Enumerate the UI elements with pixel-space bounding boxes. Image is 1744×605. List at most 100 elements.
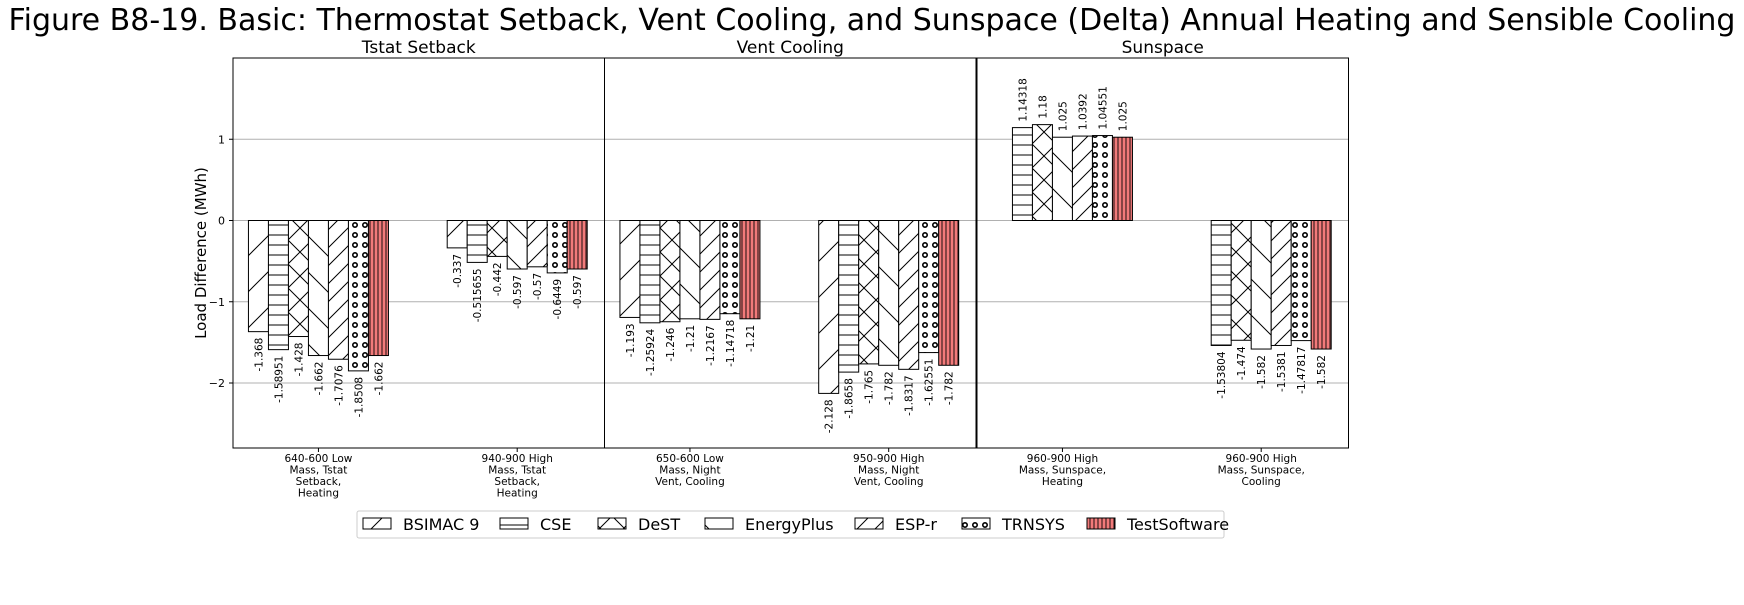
data-label: -0.57 — [532, 273, 544, 300]
data-label: -0.442 — [492, 262, 504, 296]
bar-esp-r — [699, 220, 721, 320]
data-label: 1.025 — [1057, 101, 1069, 131]
figure-title: Figure B8-19. Basic: Thermostat Setback,… — [9, 3, 1736, 38]
bar-cse — [1210, 220, 1232, 346]
data-label: -1.582 — [1316, 355, 1328, 389]
legend-entry: EnergyPlus — [745, 515, 834, 534]
legend-entry: BSIMAC 9 — [403, 515, 479, 534]
data-label: -1.662 — [313, 362, 325, 396]
bar-bsimac-9 — [619, 220, 641, 318]
data-label: -1.582 — [1256, 355, 1268, 389]
data-label: -1.246 — [665, 327, 677, 361]
panel-frame — [604, 57, 977, 449]
bar-esp-r — [1071, 135, 1093, 221]
y-axis-label: Load Difference (MWh) — [192, 167, 210, 339]
legend-entry: ESP-r — [895, 515, 937, 534]
data-label: -1.8658 — [844, 378, 856, 419]
data-label: -0.597 — [572, 275, 584, 309]
category-label: 940-900 High Mass, Tstat Setback, Heating — [482, 453, 553, 500]
data-label: -1.765 — [864, 370, 876, 404]
category-label: 960-900 High Mass, Sunspace, Cooling — [1218, 453, 1305, 488]
bar-esp-r — [327, 220, 349, 360]
bar-bsimac-9 — [446, 220, 468, 249]
data-label: -1.7076 — [333, 365, 345, 406]
legend: BSIMAC 9 CSE DeST EnergyPlus ESP-r TRNSYS Test… — [356, 510, 1229, 539]
bar-esp-r — [1270, 220, 1292, 346]
legend-swatch — [1086, 517, 1116, 530]
data-label: -1.53804 — [1216, 351, 1228, 399]
data-label: -1.47817 — [1296, 347, 1308, 394]
bar-testsoftware — [367, 220, 389, 357]
bar-esp-r — [898, 220, 920, 370]
legend-entry: TestSoftware — [1126, 515, 1229, 534]
data-label: -1.21 — [745, 325, 757, 352]
data-label: -1.62551 — [924, 359, 936, 406]
bar-energyplus — [1250, 220, 1272, 350]
bar-energyplus — [307, 220, 329, 357]
bar-bsimac-9 — [247, 220, 269, 333]
bar-testsoftware — [1111, 136, 1133, 221]
data-label: -0.515655 — [472, 268, 484, 322]
data-label: -0.337 — [452, 254, 464, 288]
y-tick-label: −2 — [209, 377, 225, 390]
bar-dest — [287, 220, 309, 338]
bar-trnsys — [347, 220, 369, 372]
panel-frame — [976, 57, 1349, 449]
legend-swatch — [961, 517, 991, 530]
data-label: -1.782 — [884, 371, 896, 405]
category-label: 650-600 Low Mass, Night Vent, Cooling — [655, 453, 725, 488]
data-label: -1.58951 — [273, 356, 285, 403]
bar-energyplus — [679, 220, 701, 320]
panel-title: Tstat Setback — [361, 38, 476, 58]
legend-swatch — [597, 517, 627, 530]
bar-trnsys — [719, 220, 741, 315]
data-label: -1.14718 — [725, 320, 737, 367]
panel-title: Sunspace — [1122, 38, 1204, 58]
panel-title: Vent Cooling — [737, 38, 844, 58]
y-tick-label: 0 — [218, 215, 225, 228]
bar-dest — [1230, 220, 1252, 341]
category-label: 640-600 Low Mass, Tstat Setback, Heating — [284, 453, 352, 500]
data-label: 1.0392 — [1077, 93, 1089, 130]
data-label: -1.2167 — [705, 325, 717, 366]
data-label: -0.6449 — [552, 279, 564, 320]
data-label: 1.14318 — [1017, 78, 1029, 121]
bar-dest — [659, 220, 681, 323]
bar-cse — [466, 220, 488, 263]
bar-testsoftware — [938, 220, 960, 366]
legend-entry: CSE — [540, 515, 571, 534]
bar-cse — [639, 220, 661, 324]
legend-entry: TRNSYS — [1001, 515, 1065, 534]
legend-swatch — [704, 517, 734, 530]
bar-energyplus — [506, 220, 528, 270]
data-label: 1.04551 — [1097, 86, 1109, 129]
bar-dest — [486, 220, 508, 257]
data-label: -1.193 — [625, 323, 637, 357]
bar-energyplus — [878, 220, 900, 366]
legend-swatch — [854, 517, 884, 530]
data-label: -1.782 — [944, 371, 956, 405]
y-tick-label: 1 — [218, 133, 225, 146]
bar-trnsys — [546, 220, 568, 274]
data-label: 1.025 — [1117, 101, 1129, 131]
bar-testsoftware — [1310, 220, 1332, 350]
data-label: -1.21 — [685, 325, 697, 352]
data-label: -1.8317 — [904, 375, 916, 416]
bar-dest — [1031, 124, 1053, 221]
bar-trnsys — [918, 220, 940, 354]
legend-swatch — [499, 517, 529, 530]
plot-area: −2 −1 0 1 Load Difference (MWh) Tstat Setback… — [192, 38, 1349, 500]
y-tick-label: −1 — [209, 296, 225, 309]
bar-cse — [267, 220, 289, 351]
data-label: -1.8508 — [353, 377, 365, 418]
bar-cse — [1011, 127, 1033, 221]
category-label: 960-900 High Mass, Sunspace, Heating — [1019, 453, 1106, 488]
bar-testsoftware — [566, 220, 588, 270]
data-label: -1.428 — [293, 343, 305, 377]
bar-testsoftware — [739, 220, 761, 320]
data-label: -1.368 — [253, 338, 265, 372]
data-label: -1.662 — [373, 362, 385, 396]
data-label: 1.18 — [1037, 95, 1049, 118]
bar-cse — [838, 220, 860, 373]
